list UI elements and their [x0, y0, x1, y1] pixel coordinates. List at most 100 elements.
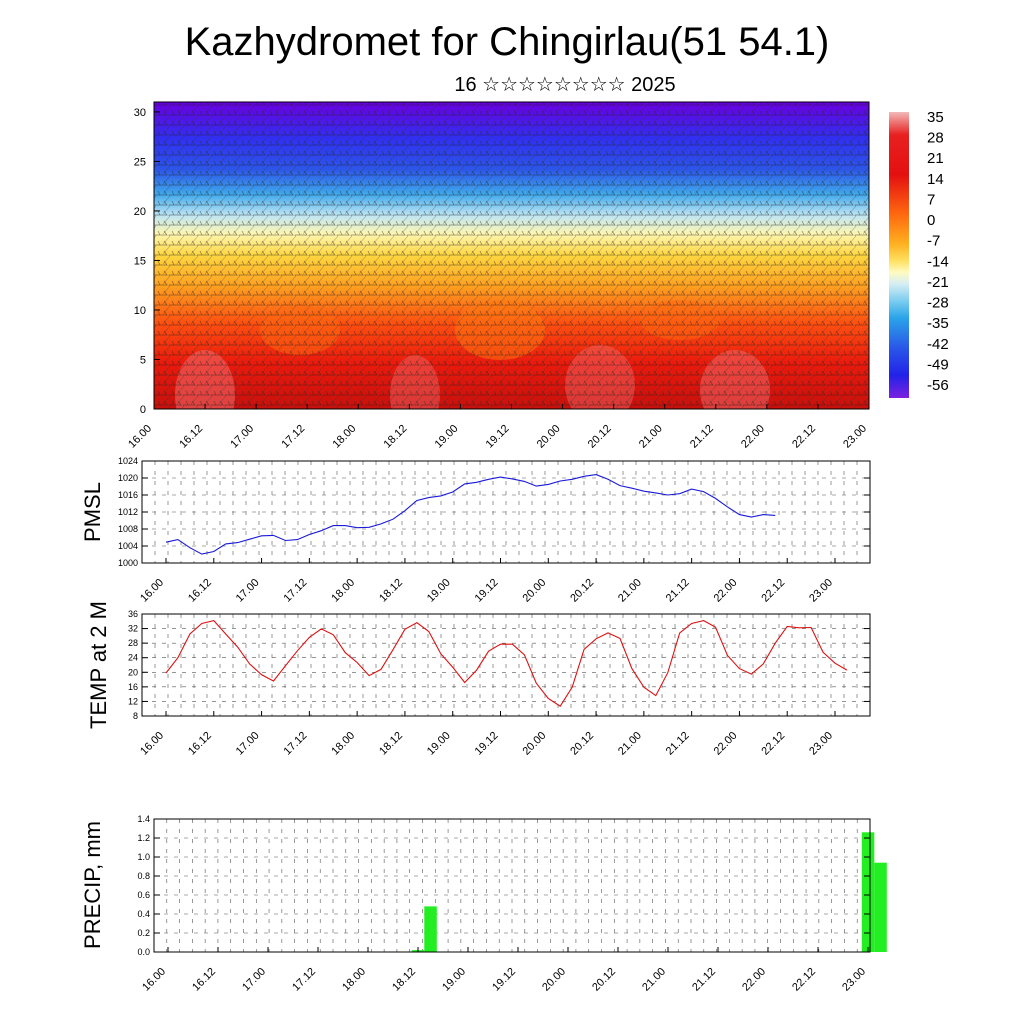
- precip-x-axis: 16.00 16.12 17.00 17.12 18.00 18.12 19.00 19.12…: [140, 947, 869, 994]
- section-x-axis: 16.00 16.12 17.00 17.12 18.00 18.12 19.00 19.12…: [126, 404, 870, 451]
- x-tick-label: 22.12: [759, 730, 787, 758]
- section-field: [154, 102, 869, 409]
- x-tick-label: 23.00: [840, 966, 868, 994]
- y-tick-label: 0.4: [137, 909, 150, 919]
- x-tick-label: 17.00: [234, 730, 262, 758]
- y-tick-label: 1020: [118, 473, 138, 483]
- x-tick-label: 20.12: [590, 966, 618, 994]
- section-y-axis: 0 5 10 15 20 25 30: [134, 107, 160, 416]
- pmsl-line: [165, 474, 776, 555]
- x-tick-label: 19.00: [433, 423, 461, 451]
- colorbar: 35 28 21 14 7 0 -7 -14 -21 -28 -35 -42 -49 -56: [889, 109, 949, 398]
- y-tick-label: 30: [134, 107, 146, 119]
- precip-ylabel: PRECIP, mm: [80, 821, 105, 949]
- x-tick-label: 19.12: [473, 577, 501, 605]
- precip-bar: [874, 862, 887, 952]
- pmsl-series: [165, 474, 776, 555]
- y-tick-label: 1.2: [137, 833, 150, 843]
- y-tick-label: 16: [128, 682, 138, 692]
- x-tick-label: 20.12: [568, 577, 596, 605]
- x-tick-label: 23.00: [807, 730, 835, 758]
- colorbar-label: 35: [927, 109, 944, 126]
- x-tick-label: 23.00: [807, 577, 835, 605]
- colorbar-label: -7: [927, 233, 940, 250]
- precip-bar: [861, 832, 875, 952]
- y-tick-label: 0.8: [137, 871, 150, 881]
- x-tick-label: 22.12: [790, 423, 818, 451]
- x-tick-label: 17.12: [279, 423, 307, 451]
- x-tick-label: 17.00: [240, 966, 268, 994]
- temp-line: [165, 619, 848, 707]
- x-tick-label: 16.00: [140, 966, 168, 994]
- y-tick-label: 10: [134, 305, 146, 317]
- x-tick-label: 22.00: [740, 966, 768, 994]
- temp-grid: [141, 613, 871, 717]
- x-tick-label: 18.00: [340, 966, 368, 994]
- y-tick-label: 20: [128, 667, 138, 677]
- precip-y-axis: 0.0 0.2 0.4 0.6 0.8 1.0 1.2 1.4: [137, 814, 870, 957]
- x-tick-label: 16.12: [190, 966, 218, 994]
- y-tick-label: 0.6: [137, 890, 150, 900]
- y-tick-label: 1016: [118, 490, 138, 500]
- y-tick-label: 1004: [118, 541, 138, 551]
- x-tick-label: 19.00: [425, 577, 453, 605]
- x-tick-label: 16.00: [138, 730, 166, 758]
- colorbar-label: 21: [927, 150, 944, 167]
- x-tick-label: 17.00: [228, 423, 256, 451]
- y-tick-label: 0.0: [137, 947, 150, 957]
- x-tick-label: 18.12: [382, 423, 410, 451]
- temp-x-axis: 16.00 16.12 17.00 17.12 18.00 18.12 19.00 19.12…: [138, 711, 836, 758]
- x-tick-label: 22.00: [712, 730, 740, 758]
- x-tick-label: 20.12: [586, 423, 614, 451]
- x-tick-label: 21.00: [616, 577, 644, 605]
- y-tick-label: 12: [128, 696, 138, 706]
- x-tick-label: 18.00: [329, 730, 357, 758]
- x-tick-label: 19.12: [473, 730, 501, 758]
- x-tick-label: 22.12: [759, 577, 787, 605]
- pmsl-grid: [141, 460, 871, 564]
- x-tick-label: 18.00: [330, 423, 358, 451]
- temp-panel: 8 12 16 20 24 28 32 36 16.00 16.12 17.00 17.12 18.0…: [86, 601, 871, 758]
- y-tick-label: 20: [134, 206, 146, 218]
- x-tick-label: 16.12: [186, 730, 214, 758]
- x-tick-label: 18.00: [329, 577, 357, 605]
- x-tick-label: 18.12: [377, 577, 405, 605]
- x-tick-label: 21.00: [637, 423, 665, 451]
- x-tick-label: 20.00: [540, 966, 568, 994]
- colorbar-label: 28: [927, 130, 944, 147]
- precip-panel: 0.0 0.2 0.4 0.6 0.8 1.0 1.2 1.4 16.00 16.12 17.00…: [80, 814, 887, 994]
- y-tick-label: 32: [128, 624, 138, 634]
- x-tick-label: 16.12: [186, 577, 214, 605]
- x-tick-label: 22.00: [712, 577, 740, 605]
- x-tick-label: 20.00: [520, 730, 548, 758]
- x-tick-label: 21.12: [690, 966, 718, 994]
- y-tick-label: 0.2: [137, 928, 150, 938]
- colorbar-label: 0: [927, 212, 935, 229]
- chart-subtitle: 16 ☆☆☆☆☆☆☆☆ 2025: [454, 74, 675, 96]
- pmsl-x-axis: 16.00 16.12 17.00 17.12 18.00 18.12 19.00 19.12…: [138, 558, 836, 605]
- x-tick-label: 20.12: [568, 730, 596, 758]
- colorbar-labels: 35 28 21 14 7 0 -7 -14 -21 -28 -35 -42 -49 -56: [927, 109, 949, 394]
- x-tick-label: 21.00: [640, 966, 668, 994]
- colorbar-label: -21: [927, 274, 949, 291]
- x-tick-label: 19.12: [484, 423, 512, 451]
- colorbar-label: -56: [927, 377, 949, 394]
- x-tick-label: 16.00: [126, 423, 154, 451]
- x-tick-label: 17.12: [282, 577, 310, 605]
- x-tick-label: 19.12: [490, 966, 518, 994]
- x-tick-label: 23.00: [841, 423, 869, 451]
- temp-ylabel: TEMP at 2 M: [86, 601, 111, 729]
- x-tick-label: 20.00: [535, 423, 563, 451]
- x-tick-label: 22.00: [739, 423, 767, 451]
- pmsl-ylabel: PMSL: [80, 482, 105, 542]
- x-tick-label: 16.12: [177, 423, 205, 451]
- x-tick-label: 21.12: [688, 423, 716, 451]
- colorbar-label: 7: [927, 191, 935, 208]
- precip-series: [411, 832, 887, 952]
- x-tick-label: 18.12: [377, 730, 405, 758]
- colorbar-label: 14: [927, 171, 944, 188]
- x-tick-label: 19.00: [425, 730, 453, 758]
- colorbar-label: -14: [927, 253, 949, 270]
